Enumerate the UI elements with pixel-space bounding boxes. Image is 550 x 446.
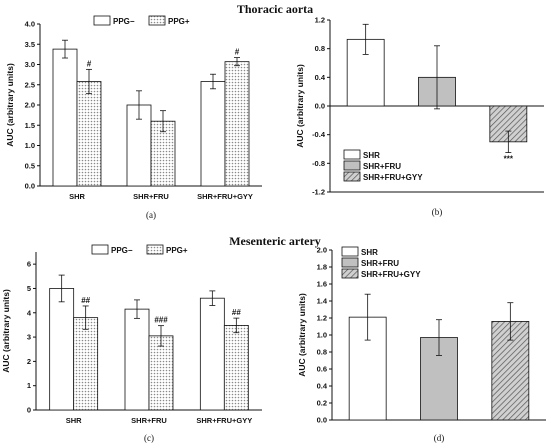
- legend-label: SHR+FRU: [363, 162, 401, 171]
- bar-ppg-minus: [49, 288, 75, 411]
- bar-ppg-minus: [199, 297, 225, 411]
- legend-label: SHR+FRU+GYY: [361, 270, 421, 279]
- legend-label: PPG+: [168, 17, 190, 26]
- significance-mark: ##: [81, 296, 90, 305]
- y-tick-label: 3.5: [25, 40, 35, 49]
- y-tick-label: 2.5: [25, 80, 35, 89]
- legend-label: PPG+: [166, 246, 188, 255]
- y-tick-label: 0: [27, 406, 31, 415]
- bar-ppg-plus: [224, 61, 250, 187]
- legend-label: SHR: [363, 151, 380, 160]
- x-tick-label: SHR+FRU: [133, 192, 169, 201]
- bar-ppg-plus: [76, 81, 102, 187]
- x-tick-label: SHR+FRU: [131, 416, 167, 425]
- y-tick-label: 0.8: [315, 44, 325, 53]
- y-tick-label: 0.6: [317, 365, 327, 374]
- legend-swatch: [93, 15, 111, 26]
- y-tick-label: 0.4: [317, 382, 328, 391]
- panel-label: (d): [434, 433, 445, 443]
- x-tick-label: SHR+FRU+GYY: [196, 416, 252, 425]
- y-axis-title: AUC (arbitrary units): [1, 289, 11, 373]
- y-tick-label: 3: [27, 333, 31, 342]
- y-tick-label: 4: [27, 308, 32, 317]
- chart-panel-b: -1.2 -0.8 -0.4 0.0 0.4 0.8 1.2 AUC (arbitrary u…: [295, 16, 544, 217]
- legend-swatch: [341, 257, 359, 268]
- section-title-mesenteric-artery: Mesenteric artery: [229, 234, 321, 248]
- y-tick-label: 2.0: [25, 101, 35, 110]
- y-tick-label: 3.0: [25, 60, 35, 69]
- legend-swatch: [343, 149, 361, 160]
- legend-label: SHR+FRU+GYY: [363, 173, 423, 182]
- bar-ppg-minus: [200, 81, 226, 187]
- bar-ppg-plus: [73, 317, 99, 411]
- y-axis-title: AUC (arbitrary units): [297, 293, 307, 377]
- y-tick-label: 5: [27, 284, 31, 293]
- x-tick-label: SHR: [69, 192, 85, 201]
- y-tick-label: 0.0: [315, 102, 325, 111]
- bar-ppg-minus: [124, 308, 150, 411]
- x-tick-label: SHR: [66, 416, 82, 425]
- y-tick-label: 2: [27, 357, 31, 366]
- y-tick-label: 1.2: [317, 314, 327, 323]
- panel-label: (b): [432, 207, 443, 217]
- y-tick-label: -0.4: [312, 130, 326, 139]
- y-tick-label: 1.5: [25, 121, 35, 130]
- y-tick-label: 2.0: [317, 246, 327, 255]
- chart-panel-d: 0.0 0.2 0.4 0.6 0.8 1.0 1.2 1.4 1.6 1.8 2.0 AUC (ar…: [297, 246, 546, 443]
- legend-swatch: [341, 246, 359, 257]
- legend-label: SHR+FRU: [361, 259, 399, 268]
- legend-swatch: [146, 244, 164, 255]
- legend-label: PPG−: [111, 246, 133, 255]
- y-tick-label: 0.0: [25, 182, 35, 191]
- significance-mark: ##: [232, 308, 241, 317]
- y-tick-label: 0.0: [317, 416, 327, 425]
- y-axis-title: AUC (arbitrary units): [295, 64, 305, 148]
- chart-panel-c: 0 1 2 3 4 5 6 AUC (arbitrary units) (c) SHR SHR+FR…: [1, 244, 262, 443]
- y-axis-title: AUC (arbitrary units): [5, 63, 15, 147]
- significance-mark: #: [87, 59, 92, 68]
- y-tick-label: 1: [27, 381, 31, 390]
- charts-group: 0.0 0.5 1.0 1.5 2.0 2.5 3.0 3.5 4.0 AUC (arbitrar…: [1, 15, 546, 443]
- chart-panel-a: 0.0 0.5 1.0 1.5 2.0 2.5 3.0 3.5 4.0 AUC (arbitrar…: [5, 15, 262, 220]
- y-tick-label: -0.8: [312, 159, 325, 168]
- panel-label: (c): [144, 433, 154, 443]
- significance-mark: ###: [154, 316, 168, 325]
- y-tick-label: 4.0: [25, 20, 35, 29]
- legend-swatch: [343, 160, 361, 171]
- panel-label: (a): [146, 210, 156, 220]
- y-tick-label: 0.8: [317, 348, 327, 357]
- bar-ppg-minus: [52, 48, 78, 187]
- legend-swatch: [343, 171, 361, 182]
- y-tick-label: 1.0: [317, 331, 327, 340]
- y-tick-label: -1.2: [312, 188, 325, 197]
- y-tick-label: 1.0: [25, 141, 35, 150]
- bar-ppg-plus: [223, 325, 249, 411]
- section-title-thoracic-aorta: Thoracic aorta: [237, 2, 313, 16]
- legend-label: SHR: [361, 248, 378, 257]
- y-tick-label: 6: [27, 260, 31, 269]
- bar-ppg-plus: [148, 335, 174, 411]
- x-tick-label: SHR+FRU+GYY: [197, 192, 253, 201]
- y-tick-label: 0.5: [25, 161, 35, 170]
- y-tick-label: 0.2: [317, 399, 327, 408]
- y-tick-label: 1.4: [317, 297, 328, 306]
- significance-mark: ***: [504, 155, 514, 164]
- y-tick-label: 0.4: [315, 73, 326, 82]
- legend-swatch: [91, 244, 109, 255]
- legend-swatch: [341, 268, 359, 279]
- legend-label: PPG−: [113, 17, 135, 26]
- y-tick-label: 1.2: [315, 16, 325, 25]
- y-tick-label: 1.6: [317, 280, 327, 289]
- legend-swatch: [148, 15, 166, 26]
- y-tick-label: 1.8: [317, 263, 327, 272]
- significance-mark: #: [235, 48, 240, 57]
